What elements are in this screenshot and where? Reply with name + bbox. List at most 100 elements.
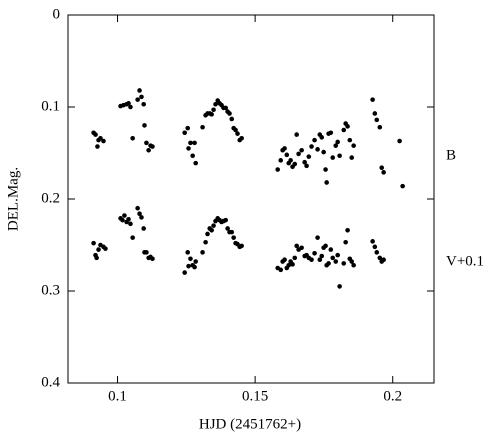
x-tick-label: 0.2: [383, 388, 402, 404]
plot-frame: [67, 14, 435, 384]
data-point: [374, 250, 380, 255]
data-point: [321, 149, 326, 155]
data-point: [381, 170, 386, 175]
data-point: [286, 262, 292, 268]
data-point: [130, 135, 135, 141]
data-point: [288, 158, 293, 163]
data-point: [225, 226, 230, 231]
data-point: [139, 94, 144, 100]
data-point: [188, 256, 193, 262]
data-point: [144, 250, 149, 255]
data-point: [193, 160, 198, 166]
data-point: [227, 111, 232, 116]
data-point: [349, 259, 355, 264]
data-point: [91, 240, 96, 246]
y-tick-label: 0.3: [41, 282, 60, 298]
data-point: [337, 153, 342, 159]
data-point: [312, 137, 317, 143]
data-point: [128, 221, 133, 227]
data-point: [278, 267, 284, 273]
data-point: [377, 124, 383, 130]
data-point: [341, 127, 347, 133]
data-point: [213, 101, 218, 107]
data-point: [223, 217, 228, 223]
data-point: [186, 263, 191, 269]
data-point: [315, 235, 320, 240]
data-point: [144, 140, 149, 146]
data-point: [239, 135, 244, 141]
y-tick-label: 0.1: [41, 98, 60, 114]
data-point: [328, 130, 334, 136]
data-point: [341, 261, 347, 266]
data-point: [192, 140, 197, 146]
data-point: [96, 247, 101, 252]
data-point: [330, 155, 336, 160]
data-point: [278, 158, 284, 163]
data-point: [211, 223, 216, 228]
data-point: [370, 239, 375, 244]
data-point: [120, 217, 125, 223]
data-point: [182, 270, 187, 275]
data-point: [323, 243, 328, 249]
data-point: [312, 250, 317, 256]
data-point: [235, 131, 240, 136]
data-point: [290, 262, 295, 267]
data-point: [345, 124, 350, 129]
data-point: [130, 235, 135, 240]
data-point: [239, 243, 244, 249]
data-point: [374, 117, 380, 123]
data-point: [333, 259, 339, 264]
data-point: [299, 147, 304, 153]
data-point: [328, 247, 334, 252]
data-point: [372, 244, 378, 250]
data-point: [296, 151, 301, 157]
data-point: [370, 97, 375, 102]
data-point: [200, 250, 205, 255]
data-point: [182, 130, 187, 136]
data-point: [292, 161, 298, 167]
y-tick-label: 0.4: [41, 374, 60, 390]
x-tick-label: 0.1: [108, 388, 127, 404]
data-point: [190, 153, 195, 159]
data-point: [141, 226, 146, 231]
data-point: [101, 138, 106, 144]
data-point: [186, 146, 191, 151]
data-point: [397, 138, 402, 144]
data-point: [372, 111, 378, 116]
data-point: [223, 105, 228, 111]
data-point: [126, 101, 131, 106]
data-point: [343, 239, 348, 245]
data-point: [335, 252, 340, 258]
data-point: [381, 257, 386, 263]
data-point: [229, 116, 235, 122]
data-point: [400, 183, 405, 189]
data-point: [292, 255, 298, 261]
data-point: [185, 250, 191, 255]
data-point: [347, 137, 353, 143]
data-point: [205, 231, 210, 237]
data-point: [128, 104, 133, 110]
data-point: [294, 243, 299, 249]
y-tick-label: 0: [53, 6, 61, 22]
data-point: [304, 163, 309, 169]
data-point: [126, 216, 131, 222]
data-point: [333, 143, 339, 148]
data-point: [229, 229, 235, 235]
data-point: [282, 146, 287, 151]
data-point: [98, 135, 103, 141]
data-point: [351, 262, 356, 268]
data-point: [337, 284, 342, 289]
data-point: [377, 255, 383, 261]
data-point: [94, 255, 99, 261]
data-point: [323, 167, 328, 172]
data-point: [150, 144, 155, 149]
data-point: [284, 152, 290, 158]
x-tick-label: 0.15: [242, 388, 268, 404]
data-point: [324, 180, 329, 185]
data-point: [139, 215, 144, 220]
data-point: [93, 132, 98, 137]
data-point: [345, 227, 350, 233]
data-point: [299, 245, 304, 251]
data-point: [193, 259, 198, 264]
data-point: [150, 256, 155, 262]
